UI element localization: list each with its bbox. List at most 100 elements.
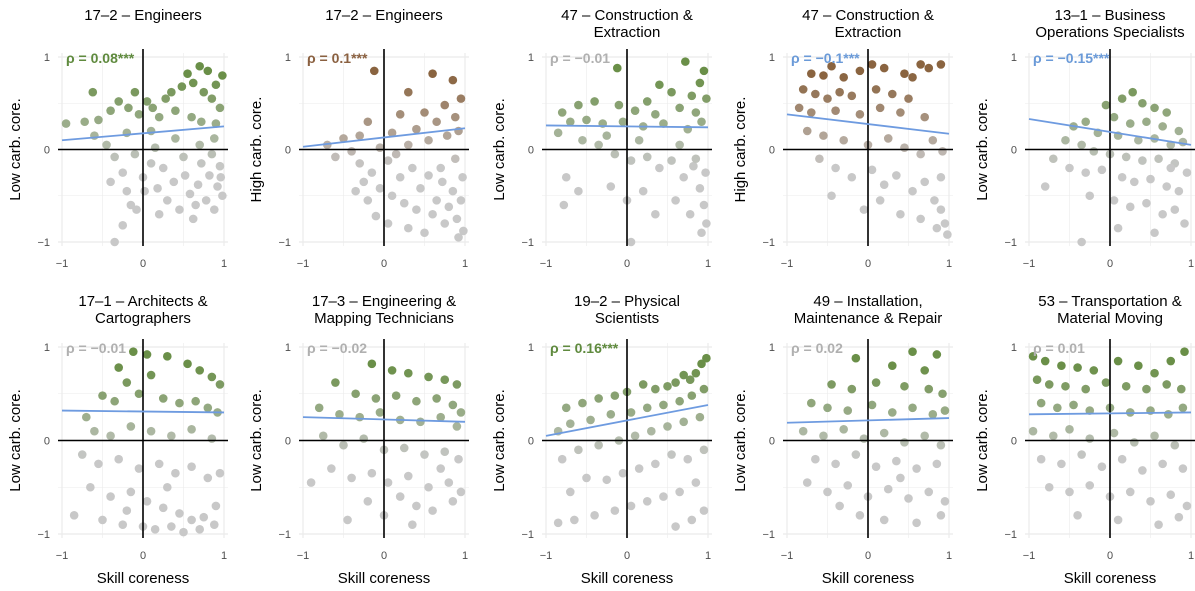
data-point bbox=[687, 515, 697, 525]
data-point bbox=[416, 417, 425, 427]
data-point bbox=[606, 182, 616, 191]
data-point bbox=[203, 473, 213, 483]
data-point bbox=[691, 108, 701, 117]
data-point bbox=[651, 459, 660, 469]
data-point bbox=[659, 119, 668, 128]
data-point bbox=[448, 186, 458, 196]
rho-label: ρ = −0.01 bbox=[66, 340, 126, 356]
data-point bbox=[1040, 356, 1050, 366]
data-point bbox=[126, 422, 136, 431]
data-point bbox=[452, 422, 462, 431]
x-tick-label: 1 bbox=[462, 258, 468, 270]
data-point bbox=[98, 391, 107, 400]
data-point bbox=[871, 378, 881, 387]
data-point bbox=[802, 126, 812, 136]
data-point bbox=[209, 134, 219, 143]
data-point bbox=[1113, 515, 1123, 525]
data-point bbox=[675, 140, 684, 150]
trend-line bbox=[302, 127, 466, 148]
data-point bbox=[404, 368, 413, 378]
trend-line bbox=[786, 417, 950, 424]
data-point bbox=[207, 149, 217, 159]
data-point bbox=[590, 97, 599, 106]
data-point bbox=[404, 140, 413, 150]
data-point bbox=[1150, 228, 1159, 238]
panel-title: 17–2 – Engineers bbox=[325, 7, 443, 24]
data-point bbox=[391, 391, 401, 400]
rho-label: ρ = 0.01 bbox=[1033, 340, 1085, 356]
data-point bbox=[456, 94, 466, 103]
data-point bbox=[823, 403, 832, 413]
data-point bbox=[671, 196, 680, 205]
data-point bbox=[94, 115, 103, 125]
data-point bbox=[154, 459, 164, 469]
data-point bbox=[908, 347, 917, 356]
data-point bbox=[847, 384, 857, 394]
data-point bbox=[1178, 137, 1188, 147]
data-point bbox=[1032, 375, 1042, 385]
panel-6: ρ = −0.01 17–1 – Architects &Cartographer… bbox=[7, 293, 228, 587]
data-point bbox=[697, 228, 706, 238]
data-point bbox=[626, 156, 636, 165]
data-point bbox=[187, 112, 196, 122]
data-point bbox=[154, 112, 164, 122]
y-tick-label: 1 bbox=[769, 342, 775, 354]
data-point bbox=[146, 426, 156, 436]
data-point bbox=[675, 103, 684, 113]
y-tick-label: 0 bbox=[44, 145, 50, 157]
data-point bbox=[179, 527, 188, 537]
data-point bbox=[106, 106, 115, 115]
data-point bbox=[699, 506, 709, 515]
y-tick-label: 0 bbox=[1011, 145, 1017, 157]
data-point bbox=[655, 163, 664, 173]
data-point bbox=[339, 134, 348, 143]
data-point bbox=[594, 440, 603, 450]
data-point bbox=[689, 161, 698, 171]
data-point bbox=[642, 496, 652, 506]
data-point bbox=[827, 61, 836, 71]
data-point bbox=[936, 60, 946, 69]
data-point bbox=[395, 110, 405, 119]
data-point bbox=[375, 184, 385, 193]
data-point bbox=[610, 506, 620, 515]
data-point bbox=[1134, 361, 1143, 371]
data-point bbox=[436, 464, 446, 473]
data-point bbox=[404, 87, 413, 97]
data-point bbox=[1081, 117, 1090, 127]
data-point bbox=[807, 398, 816, 408]
data-point bbox=[1138, 156, 1147, 165]
data-point bbox=[1061, 381, 1070, 391]
data-point bbox=[191, 200, 200, 210]
data-point bbox=[187, 424, 196, 434]
data-point bbox=[847, 172, 857, 182]
y-axis-title: Low carb. core. bbox=[974, 389, 991, 492]
data-point bbox=[1061, 135, 1070, 145]
data-point bbox=[888, 408, 897, 417]
data-point bbox=[444, 478, 454, 487]
data-point bbox=[578, 135, 587, 145]
data-point bbox=[395, 172, 405, 182]
data-point bbox=[375, 143, 385, 152]
data-point bbox=[916, 214, 925, 224]
data-point bbox=[630, 431, 640, 441]
data-point bbox=[213, 182, 222, 191]
data-point bbox=[458, 172, 467, 182]
data-point bbox=[355, 412, 365, 422]
y-tick-label: −1 bbox=[37, 237, 50, 249]
x-tick-label: 0 bbox=[865, 258, 871, 270]
data-point bbox=[671, 522, 680, 531]
data-point bbox=[811, 89, 820, 99]
data-point bbox=[367, 359, 377, 369]
data-point bbox=[383, 478, 393, 487]
data-point bbox=[187, 462, 196, 471]
data-point bbox=[651, 209, 660, 219]
data-point bbox=[943, 230, 952, 239]
data-point bbox=[363, 117, 373, 127]
data-point bbox=[879, 63, 889, 73]
data-point bbox=[839, 73, 848, 82]
data-point bbox=[679, 370, 688, 380]
x-tick-label: 0 bbox=[381, 550, 387, 562]
panel-title: Operations Specialists bbox=[1035, 24, 1184, 41]
data-point bbox=[199, 87, 209, 97]
panel-title: Mapping Technicians bbox=[314, 310, 454, 327]
